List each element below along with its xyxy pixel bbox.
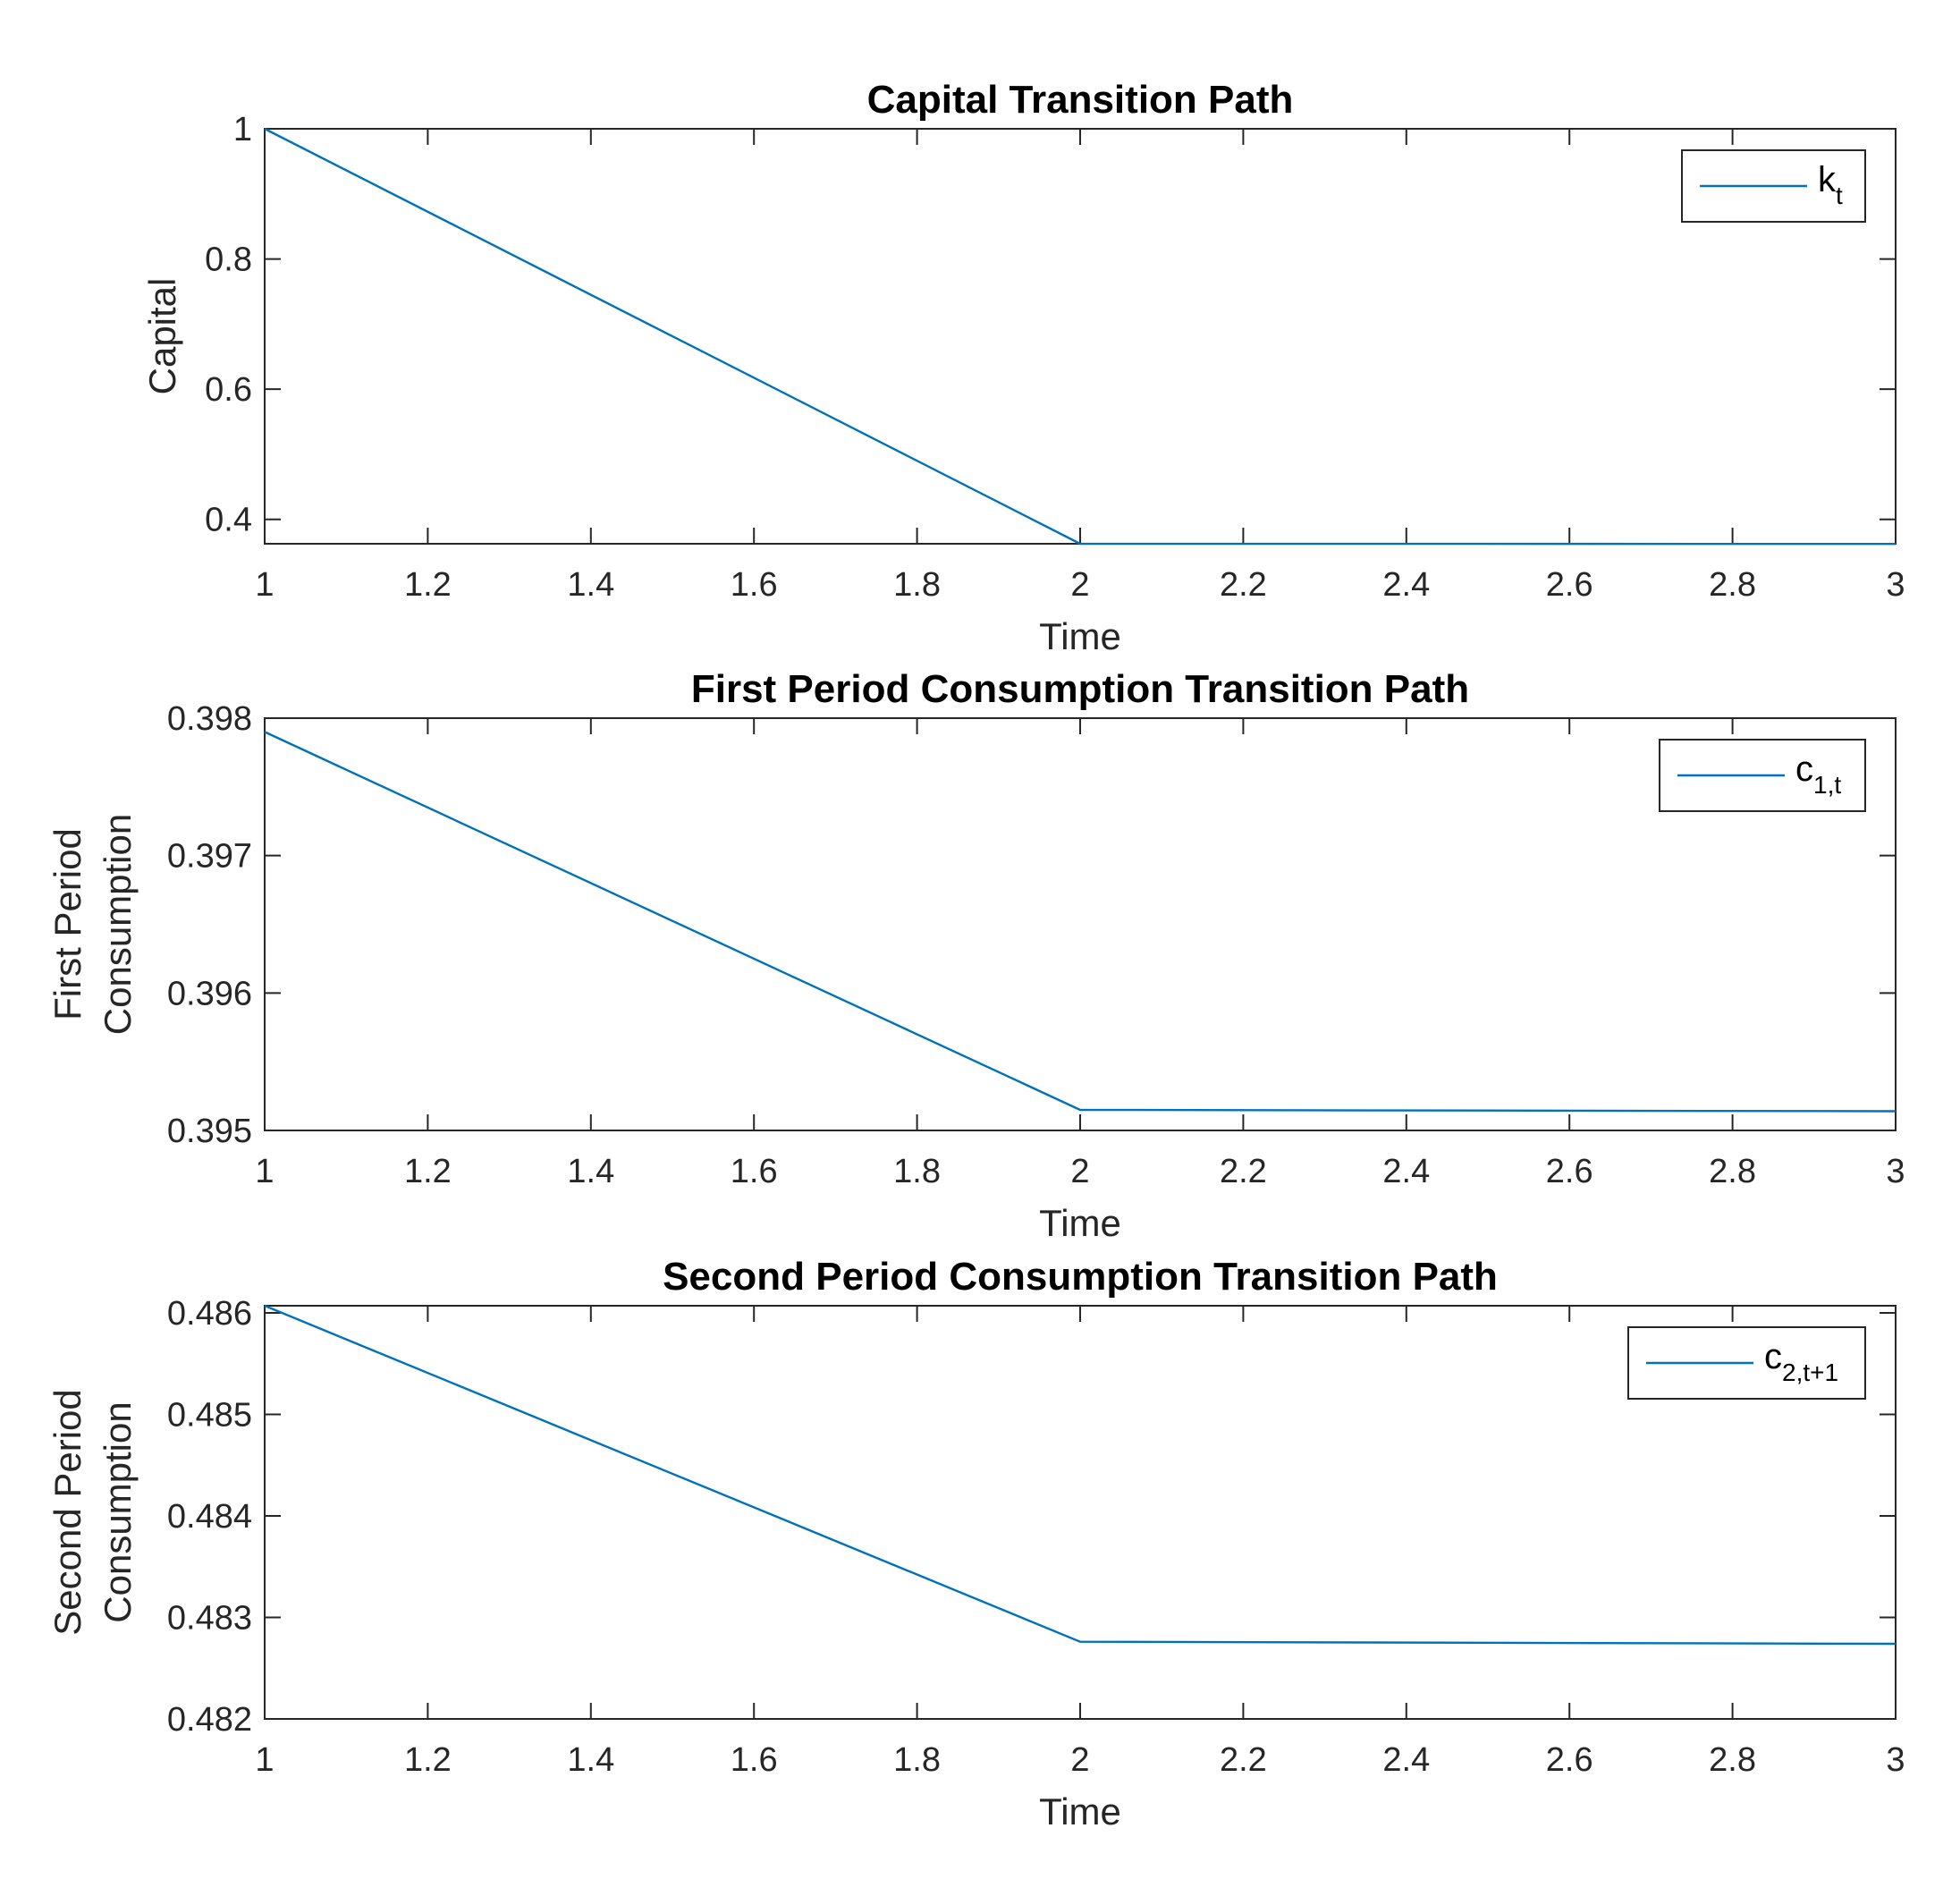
legend: kt (1681, 149, 1866, 223)
x-tick-label: 1.6 (731, 1153, 778, 1190)
legend: c2,t+1 (1627, 1326, 1866, 1400)
x-tick-label: 3 (1886, 1741, 1905, 1779)
y-axis-label: Consumption (97, 1401, 139, 1622)
legend-label-base: c (1764, 1337, 1782, 1376)
plot-box (264, 717, 1897, 1131)
chart-panel-1: Capital Transition Path 1 1.2 1.4 1.6 1.8 2 2.2… (141, 78, 1905, 657)
y-axis-label: Capital (141, 278, 183, 395)
x-tick-label: 2.8 (1709, 1741, 1756, 1779)
series-line (264, 1304, 1897, 1646)
x-tick-label: 2.8 (1709, 566, 1756, 604)
y-axis-label: Second Period (46, 1389, 89, 1636)
x-tick-label: 1.2 (404, 1153, 452, 1190)
y-tick-label: 0.6 (205, 371, 252, 409)
x-tick-label: 1.4 (567, 1153, 614, 1190)
x-tick-label: 2 (1070, 1741, 1089, 1779)
x-tick-label: 1.2 (404, 566, 452, 604)
legend-label: c2,t+1 (1764, 1337, 1838, 1386)
legend-label-base: k (1818, 160, 1837, 199)
y-tick-label: 0.482 (167, 1701, 252, 1739)
y-tick-label: 0.397 (167, 838, 252, 876)
chart-panel-3: Second Period Consumption Transition Pat… (46, 1255, 1905, 1833)
chart-title: Second Period Consumption Transition Pat… (663, 1255, 1498, 1299)
x-axis-label: Time (1039, 1202, 1121, 1244)
x-tick-label: 1.6 (731, 1741, 778, 1779)
x-tick-label: 2.2 (1220, 1741, 1267, 1779)
y-axis-label: First Period (46, 828, 89, 1020)
x-tick-label: 3 (1886, 1153, 1905, 1190)
legend: c1,t (1659, 739, 1866, 812)
y-tick-label: 0.398 (167, 700, 252, 738)
x-tick-label: 2.4 (1382, 1153, 1430, 1190)
series-line (264, 127, 1897, 546)
x-tick-label: 2.4 (1382, 1741, 1430, 1779)
x-tick-label: 2.4 (1382, 566, 1430, 604)
x-tick-label: 1.8 (893, 566, 941, 604)
legend-label-subscript: t (1836, 182, 1843, 209)
x-tick-label: 2.6 (1546, 1153, 1593, 1190)
x-axis-label: Time (1039, 1790, 1121, 1833)
x-axis-label: Time (1039, 615, 1121, 657)
x-tick-label: 1 (255, 566, 274, 604)
x-tick-label: 2.6 (1546, 566, 1593, 604)
x-tick-label: 2.2 (1220, 566, 1267, 604)
x-tick-label: 1.2 (404, 1741, 452, 1779)
y-axis-label: Consumption (97, 814, 139, 1035)
x-tick-label: 1.8 (893, 1153, 941, 1190)
chart-title: First Period Consumption Transition Path (691, 667, 1469, 711)
legend-label: c1,t (1795, 749, 1841, 799)
y-tick-label: 0.484 (167, 1498, 252, 1536)
x-tick-label: 1 (255, 1153, 274, 1190)
x-tick-label: 3 (1886, 566, 1905, 604)
x-tick-label: 2.8 (1709, 1153, 1756, 1190)
y-tick-label: 0.4 (205, 502, 252, 539)
x-tick-label: 2.6 (1546, 1741, 1593, 1779)
x-tick-label: 1 (255, 1741, 274, 1779)
x-tick-label: 1.8 (893, 1741, 941, 1779)
legend-label-subscript: 2,t+1 (1782, 1359, 1838, 1386)
series-line (264, 731, 1897, 1113)
legend-label-base: c (1795, 749, 1813, 789)
legend-label-subscript: 1,t (1813, 771, 1841, 799)
y-tick-label: 0.395 (167, 1113, 252, 1150)
y-tick-label: 0.8 (205, 241, 252, 279)
y-tick-label: 0.396 (167, 975, 252, 1012)
x-tick-label: 2.2 (1220, 1153, 1267, 1190)
y-tick-label: 0.483 (167, 1599, 252, 1637)
x-tick-label: 2 (1070, 1153, 1089, 1190)
x-tick-label: 1.6 (731, 566, 778, 604)
plot-box (264, 128, 1897, 545)
x-tick-label: 1.4 (567, 566, 614, 604)
legend-label: kt (1818, 160, 1843, 209)
chart-title: Capital Transition Path (867, 78, 1294, 122)
x-tick-label: 1.4 (567, 1741, 614, 1779)
x-tick-label: 2 (1070, 566, 1089, 604)
y-tick-label: 0.486 (167, 1295, 252, 1333)
y-tick-label: 0.485 (167, 1396, 252, 1434)
chart-panel-2: First Period Consumption Transition Path… (46, 667, 1905, 1244)
y-tick-label: 1 (233, 111, 252, 148)
